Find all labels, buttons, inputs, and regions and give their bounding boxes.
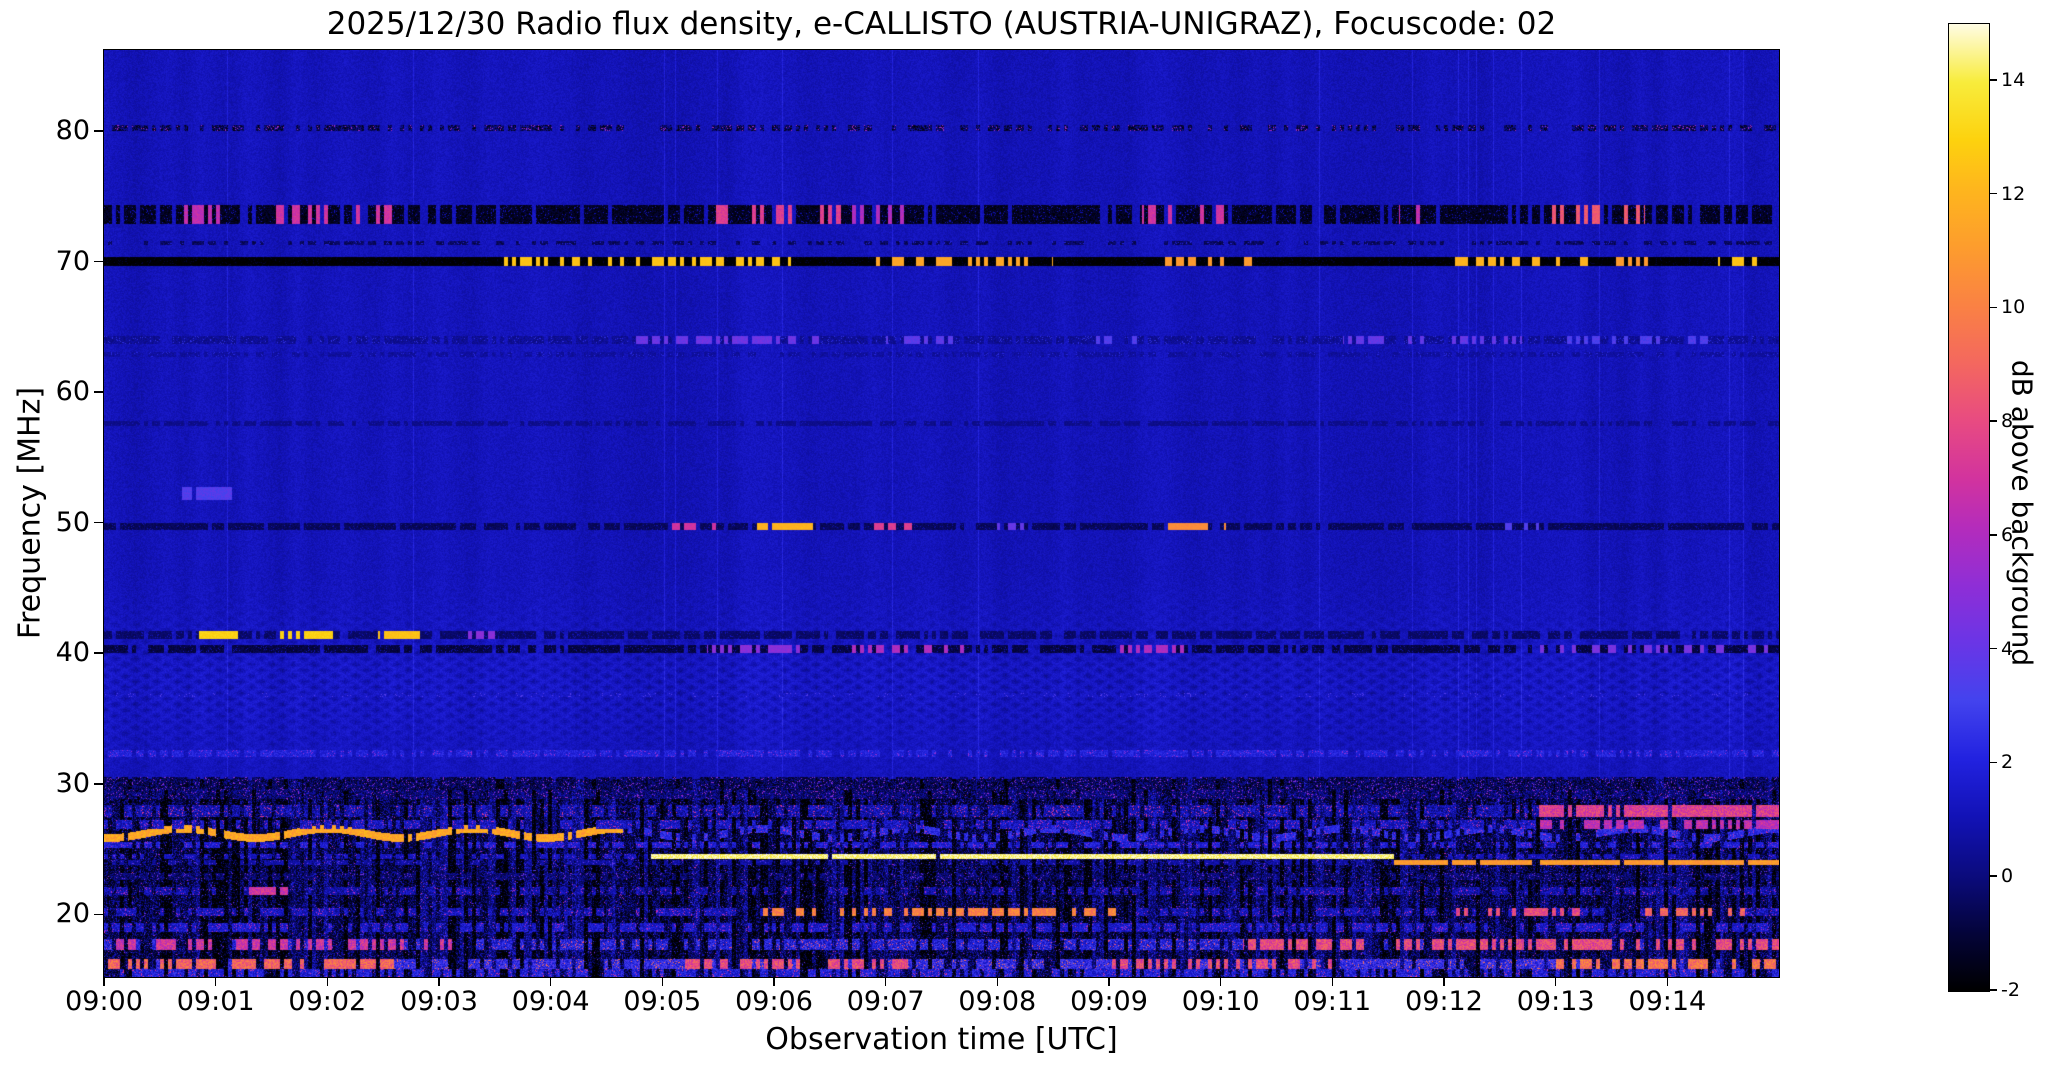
colorbar-tick-label: 8 — [2001, 410, 2014, 433]
x-tick-mark — [549, 978, 552, 986]
y-tick-label: 60 — [55, 376, 90, 408]
y-tick-label: 30 — [55, 767, 90, 799]
colorbar-tick-label: 4 — [2001, 637, 2014, 660]
colorbar-tick-label: 6 — [2001, 523, 2014, 546]
y-tick-mark — [94, 130, 103, 132]
x-tick-mark — [996, 978, 999, 986]
x-tick-mark — [661, 978, 664, 986]
x-tick-label: 09:13 — [1516, 986, 1595, 1017]
colorbar-tick-label: 12 — [2001, 182, 2026, 205]
x-tick-mark — [1219, 978, 1222, 986]
y-tick-label: 50 — [55, 506, 90, 538]
y-tick-label: 70 — [55, 245, 90, 277]
x-tick-label: 09:07 — [846, 986, 925, 1017]
colorbar-label: dB above background — [2005, 359, 2039, 667]
y-tick-mark — [94, 913, 103, 916]
chart-title: 2025/12/30 Radio flux density, e-CALLIST… — [326, 6, 1557, 42]
x-tick-label: 09:02 — [288, 986, 367, 1017]
x-tick-label: 09:06 — [735, 986, 813, 1017]
x-tick-label: 09:01 — [176, 986, 255, 1017]
x-tick-label: 09:10 — [1181, 986, 1260, 1017]
colorbar-tick-mark — [1990, 79, 1997, 81]
x-tick-label: 09:08 — [958, 986, 1037, 1017]
x-tick-mark — [1554, 978, 1557, 986]
x-tick-mark — [103, 978, 105, 986]
colorbar-tick-mark — [1990, 192, 1997, 195]
x-tick-label: 09:09 — [1070, 986, 1148, 1017]
y-tick-label: 80 — [55, 114, 90, 146]
colorbar-tick-mark — [1990, 534, 1997, 536]
colorbar-tick-mark — [1990, 306, 1997, 309]
y-tick-mark — [94, 783, 103, 785]
x-tick-label: 09:14 — [1628, 986, 1707, 1017]
colorbar-tick-mark — [1990, 761, 1997, 764]
x-tick-label: 09:04 — [511, 986, 590, 1017]
y-tick-mark — [94, 260, 103, 263]
x-tick-label: 09:00 — [65, 986, 143, 1017]
colorbar-tick-mark — [1990, 420, 1997, 422]
colorbar-tick-label: 0 — [2001, 865, 2014, 888]
x-tick-mark — [214, 978, 217, 986]
x-tick-label: 09:11 — [1293, 986, 1372, 1017]
spectrogram-canvas — [103, 49, 1780, 978]
y-tick-mark — [94, 652, 103, 654]
y-tick-label: 40 — [55, 637, 90, 669]
colorbar-tick-mark — [1990, 875, 1997, 877]
colorbar — [1948, 23, 1990, 992]
colorbar-tick-label: -2 — [2001, 979, 2020, 1001]
x-tick-label: 09:05 — [623, 986, 702, 1017]
x-tick-mark — [1443, 978, 1445, 986]
colorbar-tick-label: 10 — [2001, 296, 2026, 319]
colorbar-tick-mark — [1990, 647, 1997, 650]
x-axis-label: Observation time [UTC] — [765, 1022, 1118, 1057]
x-tick-mark — [326, 978, 329, 986]
colorbar-tick-label: 14 — [2001, 68, 2026, 91]
y-tick-mark — [94, 391, 103, 393]
x-tick-mark — [1331, 978, 1334, 986]
colorbar-tick-mark — [1990, 989, 1997, 991]
colorbar-tick-label: 2 — [2001, 751, 2014, 774]
x-tick-mark — [438, 978, 440, 986]
x-tick-mark — [1666, 978, 1669, 986]
y-tick-mark — [94, 521, 103, 524]
x-tick-mark — [773, 978, 775, 986]
x-tick-mark — [1108, 978, 1110, 986]
y-tick-label: 20 — [55, 898, 90, 930]
x-tick-mark — [884, 978, 887, 986]
x-tick-label: 09:12 — [1405, 986, 1483, 1017]
x-tick-label: 09:03 — [400, 986, 478, 1017]
